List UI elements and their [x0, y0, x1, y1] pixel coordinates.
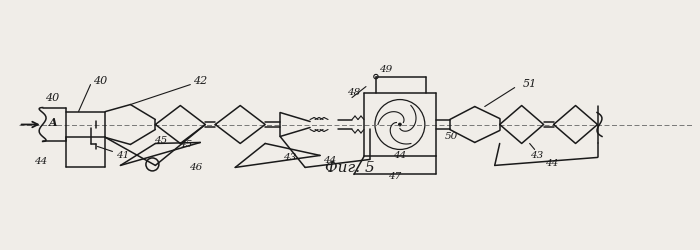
Text: 43: 43: [284, 153, 297, 162]
Text: 40: 40: [46, 92, 60, 102]
Text: 51: 51: [522, 78, 537, 88]
Text: 44: 44: [393, 151, 407, 160]
Text: 44: 44: [545, 159, 558, 168]
Text: 45: 45: [154, 136, 167, 145]
Text: 41: 41: [116, 151, 129, 160]
Text: A: A: [49, 117, 58, 128]
Text: 47: 47: [389, 172, 402, 181]
Text: 40: 40: [93, 76, 108, 86]
Text: 50: 50: [445, 132, 458, 141]
Text: 49: 49: [379, 65, 393, 74]
Text: 44: 44: [323, 156, 337, 165]
Circle shape: [399, 123, 401, 126]
Text: 44: 44: [34, 157, 47, 166]
Text: 48: 48: [347, 88, 360, 97]
Text: 45: 45: [178, 140, 192, 149]
Text: 43: 43: [530, 151, 543, 160]
Text: Фиг. 5: Фиг. 5: [325, 162, 375, 175]
Text: 46: 46: [189, 163, 202, 172]
Text: 42: 42: [193, 76, 207, 86]
